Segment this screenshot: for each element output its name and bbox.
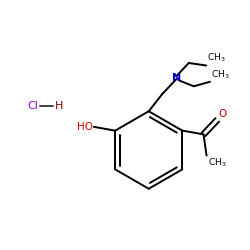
Text: Cl: Cl — [28, 101, 39, 111]
Text: CH$_3$: CH$_3$ — [211, 68, 230, 81]
Text: CH$_3$: CH$_3$ — [208, 157, 227, 170]
Text: N: N — [172, 73, 181, 83]
Text: HO: HO — [77, 122, 93, 132]
Text: CH$_3$: CH$_3$ — [207, 51, 226, 64]
Text: O: O — [218, 108, 226, 118]
Text: H: H — [55, 101, 64, 111]
